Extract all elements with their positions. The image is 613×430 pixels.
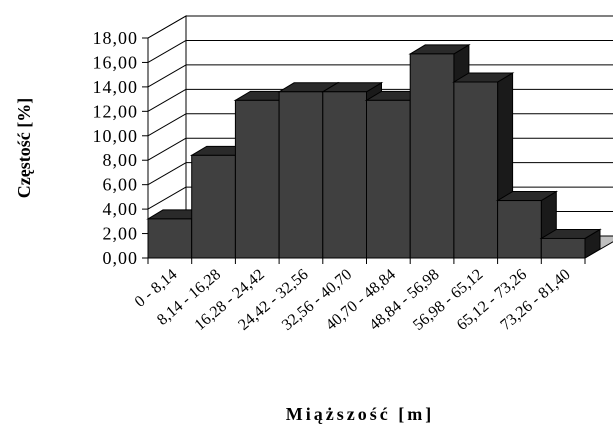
y-tick-labels: 0,00 2,00 4,00 6,00 8,00 10,00 12,00 14,00 16,00… (93, 28, 139, 268)
bar-front (191, 154, 236, 259)
y-tick-label: 8,00 (103, 150, 139, 170)
gridline-side (147, 40, 187, 63)
y-tick-label: 2,00 (103, 224, 139, 244)
x-axis-label: Miąższość [m] (286, 404, 434, 424)
gridline-side (147, 113, 187, 137)
bar-front (322, 91, 367, 259)
y-axis-label: Częstość [%] (14, 98, 34, 198)
y-tick-label: 4,00 (103, 199, 139, 219)
y-tick-label: 12,00 (93, 101, 139, 121)
gridline-side (147, 15, 187, 39)
gridline-side (147, 137, 187, 161)
bar (539, 228, 602, 259)
bar-front (366, 99, 411, 259)
y-tick-label: 14,00 (93, 77, 139, 97)
bar-front (278, 91, 324, 259)
bar-front (497, 200, 542, 259)
bar-front (409, 53, 455, 259)
bar-front (147, 218, 193, 259)
gridline-side (147, 162, 187, 186)
bars (146, 44, 602, 259)
y-tick-label: 6,00 (103, 175, 139, 195)
y-tick-label: 0,00 (103, 248, 139, 268)
gridline-side (147, 64, 187, 88)
bar-front (540, 237, 586, 259)
gridline-side (147, 88, 187, 112)
y-tick-label: 18,00 (93, 28, 139, 48)
y-tick-label: 16,00 (93, 52, 139, 72)
bar-front (234, 99, 280, 259)
bar-front (453, 81, 499, 259)
gridline-side (147, 186, 187, 210)
y-tick-label: 10,00 (93, 126, 139, 146)
